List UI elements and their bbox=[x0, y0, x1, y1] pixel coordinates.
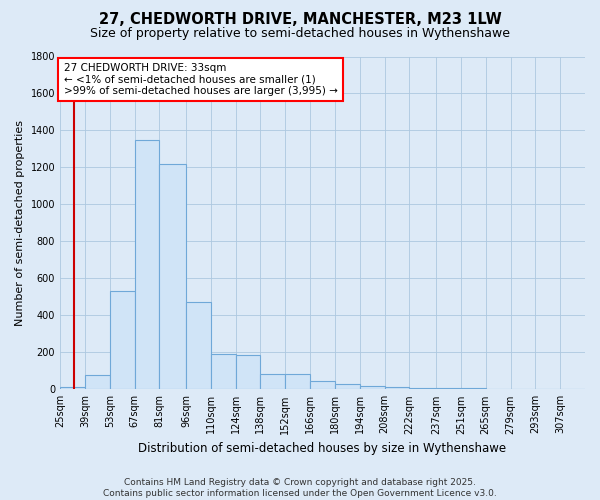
Bar bbox=[310, 381, 335, 390]
Bar bbox=[285, 374, 310, 390]
Bar bbox=[211, 354, 236, 390]
Y-axis label: Number of semi-detached properties: Number of semi-detached properties bbox=[15, 120, 25, 326]
Bar bbox=[360, 386, 385, 390]
Bar bbox=[236, 355, 260, 390]
Bar bbox=[461, 388, 485, 390]
Text: 27, CHEDWORTH DRIVE, MANCHESTER, M23 1LW: 27, CHEDWORTH DRIVE, MANCHESTER, M23 1LW bbox=[98, 12, 502, 28]
X-axis label: Distribution of semi-detached houses by size in Wythenshawe: Distribution of semi-detached houses by … bbox=[139, 442, 506, 455]
Bar bbox=[409, 388, 436, 390]
Bar bbox=[436, 388, 461, 390]
Bar bbox=[260, 374, 285, 390]
Bar bbox=[110, 292, 134, 390]
Bar bbox=[385, 388, 409, 390]
Bar bbox=[335, 384, 360, 390]
Bar bbox=[134, 140, 160, 390]
Bar bbox=[186, 302, 211, 390]
Text: Contains HM Land Registry data © Crown copyright and database right 2025.
Contai: Contains HM Land Registry data © Crown c… bbox=[103, 478, 497, 498]
Text: 27 CHEDWORTH DRIVE: 33sqm
← <1% of semi-detached houses are smaller (1)
>99% of : 27 CHEDWORTH DRIVE: 33sqm ← <1% of semi-… bbox=[64, 63, 337, 96]
Bar bbox=[85, 374, 110, 390]
Bar bbox=[160, 164, 186, 390]
Text: Size of property relative to semi-detached houses in Wythenshawe: Size of property relative to semi-detach… bbox=[90, 28, 510, 40]
Bar bbox=[60, 388, 85, 390]
